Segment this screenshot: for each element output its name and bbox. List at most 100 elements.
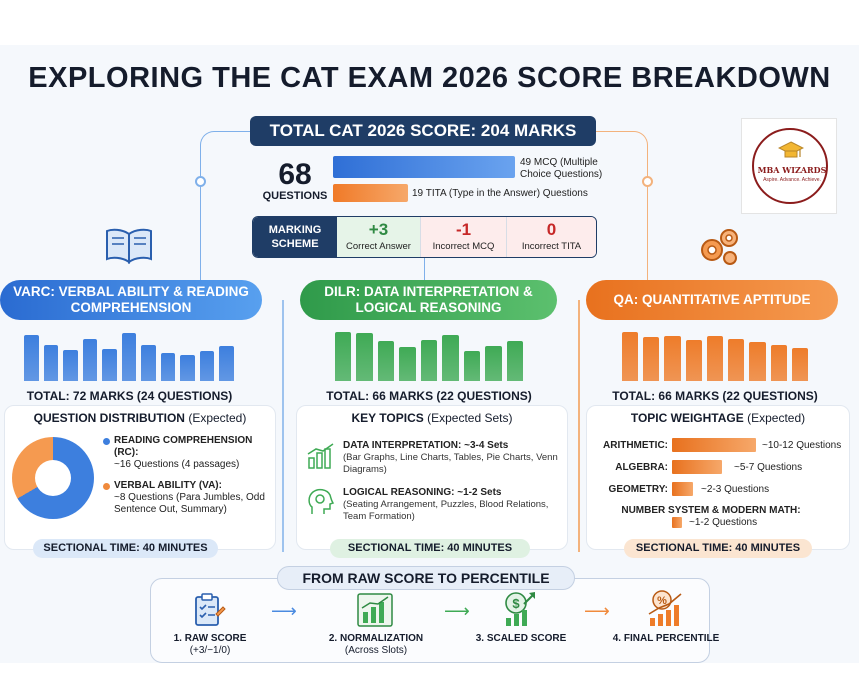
decorative-bar	[463, 351, 481, 381]
flow-step-2-label: 2. NORMALIZATION	[328, 633, 424, 644]
svg-text:$: $	[512, 596, 520, 611]
connector-line-left	[200, 131, 252, 311]
decorative-bar	[685, 340, 702, 381]
decorative-bar	[770, 345, 787, 381]
normalization-chart-icon	[357, 593, 393, 627]
decorative-bar	[102, 349, 117, 381]
connector-node-right	[642, 176, 653, 187]
open-book-icon	[106, 228, 152, 264]
di-topic: DATA INTERPRETATION: ~3-4 Sets (Bar Grap…	[343, 440, 565, 476]
varc-sectional-time: SECTIONAL TIME: 40 MINUTES	[33, 539, 218, 558]
gears-icon	[701, 229, 738, 265]
flow-title: FROM RAW SCORE TO PERCENTILE	[277, 566, 575, 590]
flow-step-raw-score: 1. RAW SCORE (+3/−1/0)	[160, 633, 260, 657]
marking-incorrect-mcq-value: -1	[455, 220, 472, 239]
decorative-bar	[664, 336, 681, 381]
marking-incorrect-mcq: -1 Incorrect MCQ	[421, 217, 507, 257]
varc-bars	[24, 331, 235, 381]
va-legend: VERBAL ABILITY (VA): ~8 Questions (Para …	[114, 480, 276, 516]
dilr-total: TOTAL: 66 MARKS (22 QUESTIONS)	[326, 389, 532, 403]
marking-scheme: MARKING SCHEME +3 Correct Answer -1 Inco…	[252, 216, 597, 258]
connector-line-right	[596, 131, 648, 311]
qa-topic-label-nsm: NUMBER SYSTEM & MODERN MATH:	[621, 505, 801, 516]
varc-total: TOTAL: 72 MARKS (24 QUESTIONS)	[26, 389, 233, 403]
qa-total: TOTAL: 66 MARKS (22 QUESTIONS)	[612, 389, 818, 403]
rc-legend-sub: ~16 Questions (4 passages)	[114, 459, 240, 470]
marking-incorrect-mcq-label: Incorrect MCQ	[432, 241, 495, 252]
logo-emblem: MBA WIZARDS Aspire. Advance. Achieve.	[752, 128, 828, 204]
qa-topic-label-arithmetic: ARITHMETIC:	[603, 440, 668, 451]
flow-step-1-label: 1. RAW SCORE	[173, 633, 247, 644]
va-legend-title: VERBAL ABILITY (VA):	[114, 480, 222, 491]
decorative-bar	[791, 348, 808, 381]
decorative-bar	[485, 346, 502, 381]
bar-chart-icon	[307, 443, 334, 469]
decorative-bar	[180, 355, 195, 381]
decorative-bar	[377, 341, 395, 381]
decorative-bar	[749, 342, 766, 381]
rc-legend-dot	[103, 438, 110, 445]
total-score-banner: TOTAL CAT 2026 SCORE: 204 MARKS	[250, 116, 596, 146]
decorative-bar	[43, 345, 59, 381]
varc-card-heading: QUESTION DISTRIBUTION (Expected)	[33, 411, 247, 425]
marking-correct-label: Correct Answer	[346, 241, 411, 252]
decorative-bar	[728, 339, 745, 381]
decorative-bar	[622, 332, 639, 381]
decorative-bar	[121, 333, 137, 381]
decorative-bar	[160, 353, 176, 381]
decorative-bar	[356, 333, 373, 381]
flow-step-2-sub: (Across Slots)	[344, 645, 408, 656]
qa-topic-bar-algebra	[672, 460, 722, 474]
connector-node-left	[195, 176, 206, 187]
question-count: 68	[278, 158, 312, 191]
rc-legend: READING COMPREHENSION (RC): ~16 Question…	[114, 435, 274, 471]
varc-donut-chart	[12, 437, 94, 519]
mcq-bar	[333, 156, 515, 178]
donut-hole	[35, 460, 71, 496]
qa-topic-bar-arithmetic	[672, 438, 756, 452]
qa-bars	[622, 331, 808, 381]
connector-line-center	[424, 258, 426, 280]
logo-tagline: Aspire. Advance. Achieve.	[763, 177, 821, 183]
head-gear-icon	[308, 488, 335, 514]
dilr-bars	[335, 331, 523, 381]
lr-topic-sub: (Seating Arrangement, Puzzles, Blood Rel…	[343, 499, 549, 522]
marking-correct-value: +3	[368, 220, 389, 239]
rc-legend-title: READING COMPREHENSION (RC):	[114, 435, 253, 458]
qa-section-title: QA: QUANTITATIVE APTITUDE	[586, 280, 838, 320]
svg-text:%: %	[657, 595, 667, 607]
lr-topic-title: LOGICAL REASONING: ~1-2 Sets	[343, 487, 502, 498]
flow-step-3-label: 3. SCALED SCORE	[475, 633, 567, 644]
di-topic-sub: (Bar Graphs, Line Charts, Tables, Pie Ch…	[343, 452, 558, 475]
dilr-card-heading: KEY TOPICS (Expected Sets)	[351, 411, 513, 425]
marking-correct: +3 Correct Answer	[337, 217, 421, 257]
decorative-bar	[399, 347, 416, 381]
marking-incorrect-tita-label: Incorrect TITA	[521, 241, 582, 252]
qa-topic-bar-nsm	[672, 517, 682, 528]
dollar-growth-icon: $	[505, 592, 535, 626]
qa-sectional-time: SECTIONAL TIME: 40 MINUTES	[624, 539, 812, 558]
decorative-bar	[335, 332, 352, 381]
qa-topic-label-algebra: ALGEBRA:	[615, 462, 668, 473]
arrow-right-icon: ⟶	[444, 601, 470, 621]
clipboard-checklist-icon	[195, 593, 226, 626]
tita-bar	[333, 184, 408, 202]
mcq-label: 49 MCQ (Multiple Choice Questions)	[520, 157, 603, 180]
va-legend-sub: ~8 Questions (Para Jumbles, Odd Sentence…	[114, 492, 265, 515]
decorative-bar	[141, 345, 156, 381]
qa-card	[586, 405, 850, 550]
decorative-bar	[219, 346, 235, 381]
lr-topic: LOGICAL REASONING: ~1-2 Sets (Seating Ar…	[343, 487, 565, 523]
decorative-bar	[442, 335, 459, 381]
marking-incorrect-tita: 0 Incorrect TITA	[507, 217, 596, 257]
di-topic-title: DATA INTERPRETATION: ~3-4 Sets	[343, 440, 509, 451]
divider-right	[578, 300, 580, 552]
page-title: EXPLORING THE CAT EXAM 2026 SCORE BREAKD…	[28, 62, 831, 94]
flow-step-scaled-score: 3. SCALED SCORE	[466, 633, 576, 645]
decorative-bar	[706, 336, 724, 381]
qa-topic-value-nsm: ~1-2 Questions	[689, 517, 758, 528]
flow-step-normalization: 2. NORMALIZATION (Across Slots)	[312, 633, 440, 657]
qa-topic-value-arithmetic: ~10-12 Questions	[762, 440, 842, 451]
flow-step-1-sub: (+3/−1/0)	[189, 645, 231, 656]
qa-topic-value-geometry: ~2-3 Questions	[701, 484, 770, 495]
